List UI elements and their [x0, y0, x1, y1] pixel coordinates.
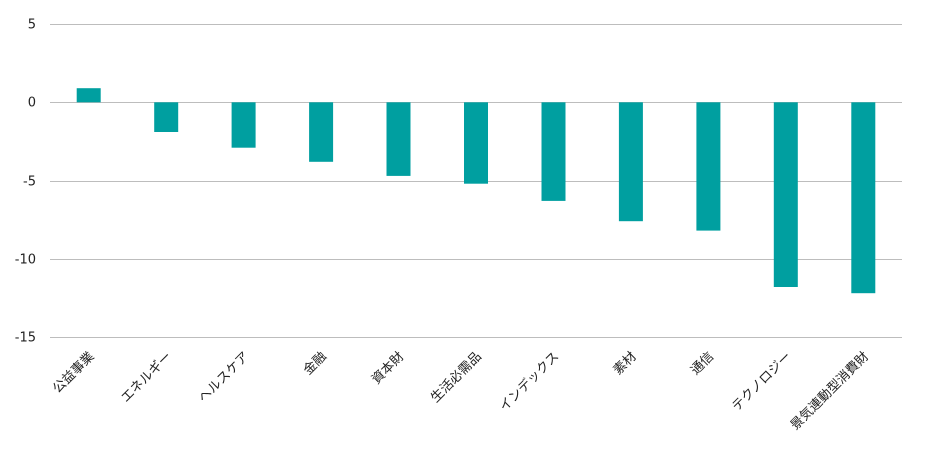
y-tick-label: -15 — [15, 331, 36, 346]
bar — [618, 102, 643, 222]
x-category-label: 素材 — [611, 349, 640, 378]
bar — [309, 102, 334, 162]
bar — [773, 102, 798, 287]
x-category-label: 公益事業 — [49, 349, 97, 397]
bar — [386, 102, 411, 176]
x-category-label: インデックス — [496, 349, 562, 415]
bar — [154, 102, 179, 132]
x-category-label: 通信 — [688, 349, 717, 378]
bar — [696, 102, 721, 231]
x-category-label: 景気連動型消費財 — [787, 349, 872, 434]
x-category-label: 金融 — [300, 349, 330, 379]
x-category-label: 生活必需品 — [428, 349, 485, 406]
x-category-label: ヘルスケア — [196, 349, 253, 406]
x-category-label: テクノロジー — [729, 349, 794, 414]
x-category-label: 資本財 — [369, 349, 407, 387]
bar — [541, 102, 566, 201]
y-tick-label: -5 — [23, 175, 36, 190]
bar — [76, 88, 101, 103]
bar — [231, 102, 256, 148]
x-category-label: エネルギー — [118, 349, 175, 406]
y-tick-label: -10 — [15, 253, 36, 268]
bar — [851, 102, 876, 294]
bars — [76, 88, 876, 294]
y-tick-label: 0 — [28, 96, 36, 111]
x-axis-category-labels: 公益事業 エネルギー ヘルスケア 金融 資本財 生活必需品 インデックス 素材 通信 テクノロジー… — [49, 349, 872, 434]
bar — [464, 102, 488, 184]
y-axis-ticks: 5 0 -5 -10 -15 — [15, 18, 36, 346]
y-tick-label: 5 — [28, 18, 36, 33]
